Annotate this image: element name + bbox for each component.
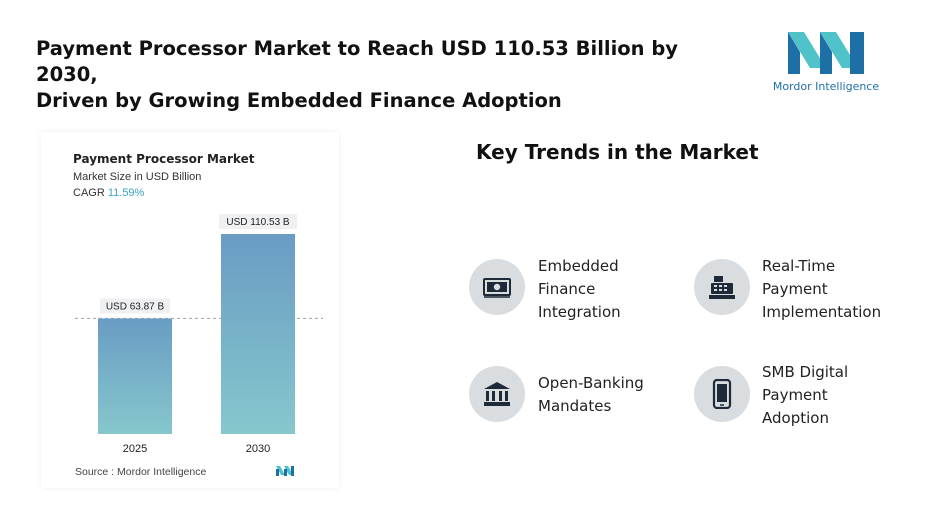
source-label: Source : [75, 466, 115, 478]
cagr-value: 11.59% [107, 187, 145, 199]
chart-cagr: CAGR 11.59% [73, 187, 144, 199]
bar-2025 [98, 318, 172, 434]
chart-source: Source : Mordor Intelligence [75, 466, 206, 478]
trends-title: Key Trends in the Market [476, 140, 759, 164]
value-label: USD 63.87 B [106, 301, 165, 312]
mini-logo-icon [276, 466, 294, 476]
bank-icon [469, 366, 525, 422]
brand-logo: Mordor Intelligence [770, 28, 882, 94]
brand-name: Mordor Intelligence [772, 80, 880, 93]
source-value: Mordor Intelligence [117, 466, 207, 478]
cagr-label: CAGR [73, 187, 105, 199]
bar-chart: USD 63.87 B 2025 USD 110.53 B 2030 [75, 214, 323, 455]
cash-register-icon [694, 259, 750, 315]
value-label-bg [100, 298, 170, 314]
trend-label-open-banking: Open-Banking Mandates [538, 374, 644, 415]
chart-subtitle: Market Size in USD Billion [73, 171, 202, 183]
chart-title: Payment Processor Market [73, 152, 255, 166]
bar-2030 [221, 234, 295, 434]
value-label: USD 110.53 B [226, 217, 290, 228]
headline: Payment Processor Market to Reach USD 11… [36, 37, 679, 112]
trend-label-smb-digital: SMB Digital Payment Adoption [762, 363, 849, 427]
smartphone-icon [694, 366, 750, 422]
cash-icon [469, 259, 525, 315]
x-tick-label: 2025 [123, 443, 147, 455]
x-tick-label: 2030 [246, 443, 270, 455]
value-label-bg [219, 214, 297, 229]
trend-label-embedded-finance: Embedded Finance Integration [538, 257, 621, 321]
chart-card: USD 63.87 B 2025 USD 110.53 B 2030 Payment … [41, 132, 339, 488]
mordor-logo-icon [788, 32, 864, 74]
trend-label-real-time-payment: Real-Time Payment Implementation [762, 257, 882, 321]
